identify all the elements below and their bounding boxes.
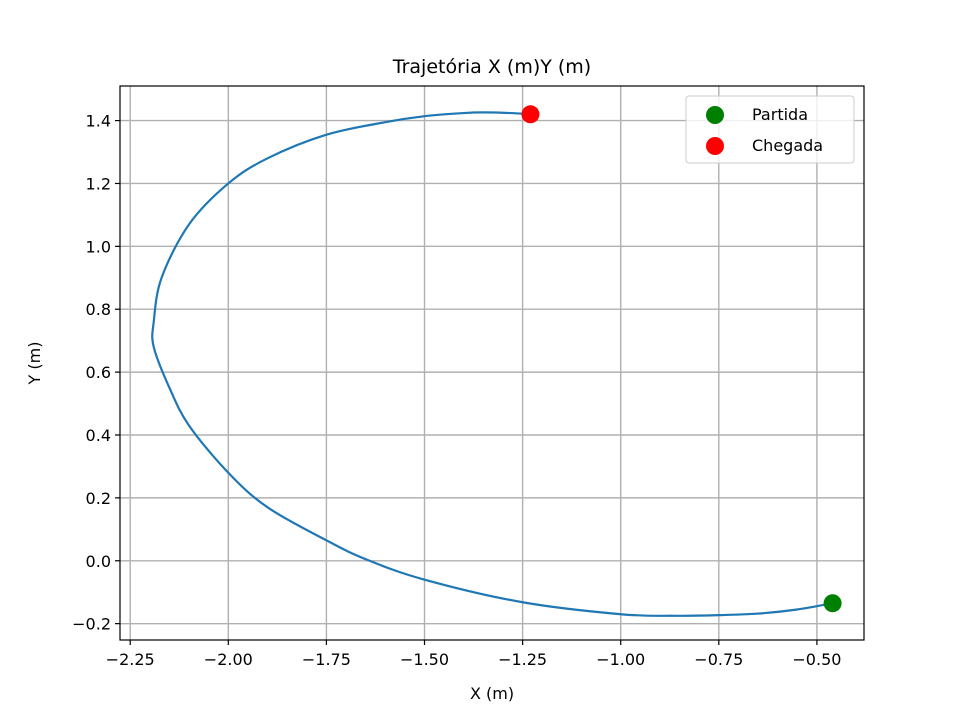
x-axis-label: X (m) <box>470 684 514 703</box>
legend-label-partida: Partida <box>752 105 808 124</box>
chart-title: Trajetória X (m)Y (m) <box>392 56 591 78</box>
y-tick-label: 0.8 <box>86 300 111 319</box>
grid-lines <box>120 86 864 640</box>
x-tick-label: −1.75 <box>302 650 351 669</box>
x-tick-label: −0.75 <box>694 650 743 669</box>
y-tick-label: 0.6 <box>86 363 111 382</box>
legend-label-chegada: Chegada <box>752 136 823 155</box>
x-tick-label: −1.50 <box>400 650 449 669</box>
y-tick-label: −0.2 <box>72 615 111 634</box>
y-tick-label: 1.2 <box>86 174 111 193</box>
legend: Partida Chegada <box>685 95 855 164</box>
legend-marker-chegada <box>706 137 724 155</box>
point-partida <box>823 594 842 613</box>
x-tick-label: −2.25 <box>106 650 155 669</box>
plot-area <box>151 105 842 617</box>
axis-ticks: −2.25 −2.00 −1.75 −1.50 −1.25 −1.00 −0.75 −0.50… <box>72 112 841 669</box>
y-tick-label: 0.0 <box>86 552 111 571</box>
x-tick-label: −0.50 <box>792 650 841 669</box>
y-tick-label: 0.4 <box>86 426 111 445</box>
x-tick-label: −1.25 <box>498 650 547 669</box>
legend-marker-partida <box>706 106 724 124</box>
y-axis-label: Y (m) <box>25 342 44 386</box>
y-tick-label: 1.0 <box>86 237 111 256</box>
x-tick-label: −1.00 <box>596 650 645 669</box>
plot-frame <box>119 85 865 641</box>
y-tick-label: 0.2 <box>86 489 111 508</box>
legend-frame <box>685 95 855 164</box>
x-tick-label: −2.00 <box>204 650 253 669</box>
y-tick-label: 1.4 <box>86 112 111 131</box>
trajectory-line <box>151 111 833 617</box>
point-chegada <box>521 105 540 124</box>
